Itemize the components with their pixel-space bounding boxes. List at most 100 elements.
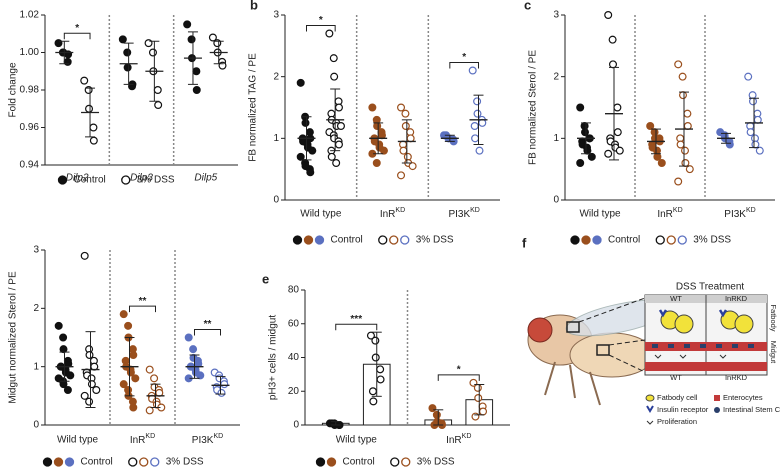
side-label: Fatbody (769, 304, 778, 331)
legend-label: 3% DSS (693, 235, 731, 246)
data-point (327, 152, 336, 161)
data-point (674, 177, 683, 186)
category-superscript: KD (470, 207, 480, 214)
data-point (124, 321, 133, 330)
data-point (685, 165, 694, 174)
data-point (80, 251, 89, 260)
y-tick-label: 20 (288, 386, 300, 397)
data-point (308, 146, 317, 155)
data-point (334, 140, 343, 149)
data-point (218, 61, 227, 70)
y-tick-label: 40 (288, 352, 300, 363)
data-point (678, 91, 687, 100)
legend-label: Control (74, 175, 106, 186)
error-bar (745, 97, 763, 149)
data-point (751, 140, 760, 149)
significance-label: * (319, 15, 323, 26)
y-tick-label: 3 (553, 10, 559, 21)
legend-label: Control (81, 457, 113, 468)
legend-marker (655, 235, 665, 245)
significance-bracket (437, 374, 480, 381)
data-point (470, 121, 479, 130)
significance-label: * (462, 52, 466, 63)
data-point (674, 60, 683, 69)
error-bar (397, 119, 416, 164)
error-bar (330, 421, 341, 426)
significance-bracket (335, 323, 378, 331)
x-tick-label: Dilp5 (194, 173, 217, 184)
data-point (118, 35, 127, 44)
fat-cell (674, 314, 694, 334)
data-point (66, 371, 75, 380)
panel-letter: f (522, 235, 527, 250)
y-axis-label: Fold change (8, 62, 19, 117)
fly-eye (527, 317, 553, 343)
data-point (89, 123, 98, 132)
data-point (123, 63, 132, 72)
data-point (119, 310, 128, 319)
error-bar (440, 134, 459, 142)
data-point (657, 159, 666, 168)
significance-label: * (75, 23, 79, 34)
data-point (479, 407, 488, 416)
legend-text: Fatbody cell (657, 393, 698, 402)
data-point (369, 397, 378, 406)
error-bar (326, 88, 345, 152)
category-name: InR (657, 209, 673, 220)
data-point (615, 146, 624, 155)
panel-letter: e (262, 271, 269, 286)
data-point (397, 171, 406, 180)
legend-marker (314, 235, 325, 245)
data-point (368, 387, 377, 396)
data-point (192, 67, 201, 76)
legend-marker (53, 457, 64, 467)
legend-label: Control (343, 457, 375, 468)
data-point (208, 33, 217, 42)
side-label: Midgut (769, 341, 778, 364)
error-bar (55, 40, 74, 65)
significance-bracket (129, 305, 156, 313)
category-superscript: KD (746, 207, 756, 214)
data-point (192, 85, 201, 94)
error-bar (81, 331, 100, 408)
data-point (153, 85, 162, 94)
legend-label: 3% DSS (417, 457, 455, 468)
significance-label: ** (139, 296, 147, 307)
data-point (678, 72, 687, 81)
legend-marker (378, 235, 388, 245)
data-point (646, 121, 655, 130)
data-point (471, 412, 480, 421)
data-point (89, 136, 98, 145)
data-point (129, 403, 138, 412)
data-point (196, 371, 205, 380)
category-name: InR (130, 435, 146, 446)
data-point (85, 397, 94, 406)
legend-text: Intestinal Stem Cell (723, 405, 780, 414)
data-point (613, 128, 622, 137)
error-bar (211, 376, 230, 395)
data-point (189, 345, 198, 354)
data-point (213, 39, 222, 48)
legend-marker (390, 457, 400, 467)
legend-label: 3% DSS (416, 235, 454, 246)
legend-marker (128, 457, 138, 467)
bottom-label: WT (670, 373, 682, 382)
data-point (608, 60, 617, 69)
data-point (613, 103, 622, 112)
data-point (306, 168, 315, 177)
y-axis-label: FB normalized Sterol / PE (528, 50, 539, 165)
data-point (80, 76, 89, 85)
x-tick-label: PI3KKD (448, 207, 479, 220)
legend-marker (292, 235, 303, 245)
category-superscript: KD (673, 207, 683, 214)
data-point (576, 159, 585, 168)
data-point (471, 134, 480, 143)
category-superscript: KD (213, 433, 223, 440)
error-bar (185, 354, 204, 379)
data-point (725, 140, 734, 149)
error-bar (146, 383, 165, 408)
data-point (748, 97, 757, 106)
data-point (59, 345, 68, 354)
category-name: InR (380, 209, 396, 220)
data-point (604, 11, 613, 20)
